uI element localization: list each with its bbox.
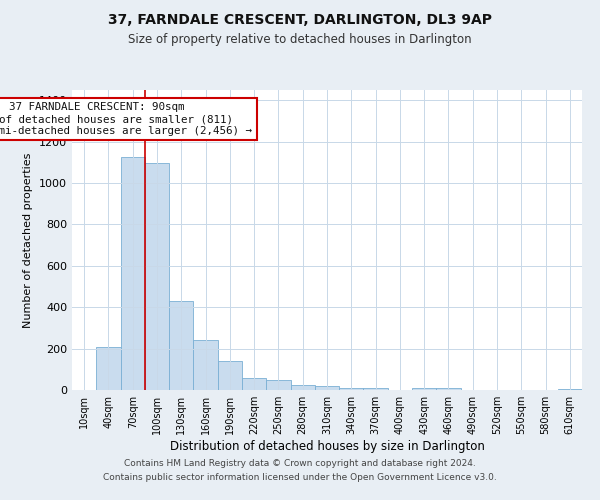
Bar: [558, 389, 582, 390]
Bar: [339, 388, 364, 390]
Text: 37 FARNDALE CRESCENT: 90sqm
← 24% of detached houses are smaller (811)
73% of se: 37 FARNDALE CRESCENT: 90sqm ← 24% of det…: [0, 102, 252, 136]
X-axis label: Distribution of detached houses by size in Darlington: Distribution of detached houses by size …: [170, 440, 484, 453]
Bar: [412, 388, 436, 390]
Bar: [145, 164, 169, 390]
Bar: [242, 378, 266, 390]
Bar: [364, 388, 388, 390]
Text: Contains HM Land Registry data © Crown copyright and database right 2024.: Contains HM Land Registry data © Crown c…: [124, 458, 476, 468]
Bar: [121, 157, 145, 390]
Bar: [315, 386, 339, 390]
Bar: [290, 385, 315, 390]
Text: Size of property relative to detached houses in Darlington: Size of property relative to detached ho…: [128, 32, 472, 46]
Text: Contains public sector information licensed under the Open Government Licence v3: Contains public sector information licen…: [103, 474, 497, 482]
Bar: [169, 301, 193, 390]
Text: 37, FARNDALE CRESCENT, DARLINGTON, DL3 9AP: 37, FARNDALE CRESCENT, DARLINGTON, DL3 9…: [108, 12, 492, 26]
Y-axis label: Number of detached properties: Number of detached properties: [23, 152, 34, 328]
Bar: [218, 361, 242, 390]
Bar: [193, 340, 218, 390]
Bar: [266, 380, 290, 390]
Bar: [96, 346, 121, 390]
Bar: [436, 388, 461, 390]
